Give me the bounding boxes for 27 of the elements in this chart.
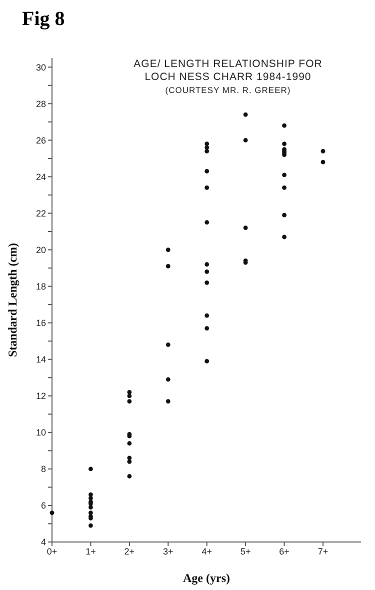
y-tick-label: 16 [36,318,46,328]
y-axis-title: Standard Length (cm) [5,242,20,358]
y-tick-label: 20 [36,244,46,255]
y-tick-label: 10 [36,428,46,438]
y-tick-label: 12 [36,391,46,402]
y-tick-label: 22 [36,208,46,218]
x-tick-label: 6+ [279,546,290,556]
y-tick-label: 8 [40,464,46,474]
x-tick-label: 5+ [240,546,251,556]
y-tick-label: 14 [36,354,46,365]
x-tick-label: 2+ [124,546,135,556]
annotation: (COURTESY MR. R. GREER) [164,84,292,97]
x-tick-label: 0+ [46,546,58,556]
x-tick-label: 1+ [86,546,96,556]
chart-title: Fig 8 [22,8,65,31]
y-tick-label: 30 [36,62,46,72]
y-tick-label: 4 [40,537,46,548]
y-tick-label: 28 [36,98,46,109]
x-tick-label: 7+ [318,546,328,556]
y-tick-label: 26 [36,135,46,146]
x-tick-label: 3+ [163,546,174,556]
y-tick-label: 18 [36,281,46,292]
text: AGE/ LENGTH RELATIONSHIP FOR LOCH NESS CHARR 1984-1990 [132,58,324,84]
y-tick-label: 6 [40,500,46,511]
x-tick-label: 4+ [202,546,212,556]
x-axis-title: Age (yrs) [183,571,230,585]
y-tick-label: 24 [36,172,46,182]
